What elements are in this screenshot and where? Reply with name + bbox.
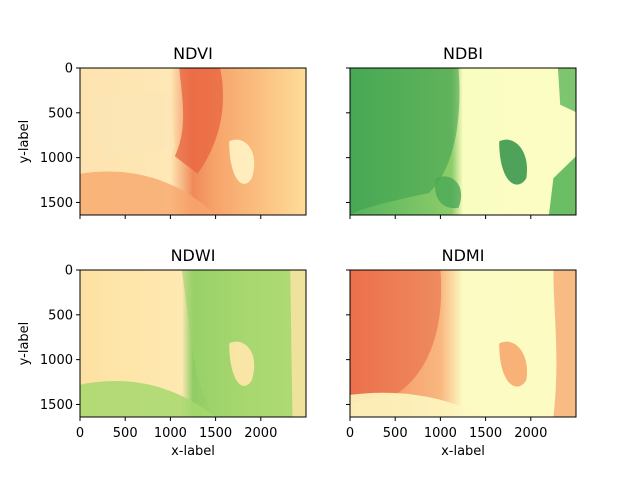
- ndwi-ytick-label-2: 1000: [40, 353, 73, 368]
- ndmi-texture-3: [350, 392, 486, 417]
- ndwi-ytick-label-3: 1500: [40, 398, 73, 413]
- ndvi-ytick-label-0: 0: [65, 62, 73, 77]
- ndwi-axes-frame: [79, 269, 307, 418]
- ndmi-xtick-label-1: 500: [383, 426, 408, 441]
- ndvi-texture-3: [91, 90, 175, 157]
- ndwi-ytick-label-0: 0: [65, 264, 73, 279]
- ndmi-xlabel: x-label: [441, 444, 485, 459]
- ndmi-texture-0: [350, 270, 442, 403]
- ndvi-texture-1: [80, 171, 216, 215]
- ndwi-xtick-label-3: 1500: [199, 426, 232, 441]
- subplot-ndvi: NDVI 0 500 1000 1500 y-label: [17, 44, 307, 219]
- ndvi-ytick-label-3: 1500: [40, 196, 73, 211]
- ndvi-ytick-label-2: 1000: [40, 151, 73, 166]
- ndmi-image: [350, 270, 576, 417]
- ndmi-xtick-label-4: 2000: [514, 426, 547, 441]
- ndbi-axes-frame: [349, 67, 577, 216]
- ndwi-texture-3: [290, 270, 306, 417]
- ndwi-texture-2: [229, 341, 255, 386]
- ndmi-xtick-label-3: 1500: [469, 426, 502, 441]
- ndwi-xtick-label-2: 1000: [154, 426, 187, 441]
- ndmi-xtick-label-0: 0: [346, 426, 354, 441]
- ndbi-texture-2: [548, 156, 576, 215]
- ndmi-xtick-label-2: 1000: [424, 426, 457, 441]
- ndwi-xtick-label-0: 0: [76, 426, 84, 441]
- ndwi-ylabel: y-label: [17, 322, 32, 366]
- ndwi-xtick-label-1: 500: [113, 426, 138, 441]
- ndvi-texture-0: [174, 68, 224, 174]
- ndbi-texture-1: [499, 139, 528, 185]
- ndmi-title: NDMI: [442, 246, 485, 265]
- ndvi-ytick-label-1: 500: [48, 106, 73, 121]
- ndwi-xlabel: x-label: [171, 444, 215, 459]
- ndwi-ytick-label-1: 500: [48, 308, 73, 323]
- ndbi-texture-3: [557, 68, 576, 113]
- ndwi-texture-1: [80, 380, 216, 417]
- ndmi-texture-1: [499, 341, 528, 387]
- ndwi-texture-0: [181, 270, 306, 417]
- ndmi-texture-2: [553, 270, 576, 417]
- subplot-ndbi: NDBI: [346, 44, 577, 219]
- ndvi-ylabel: y-label: [17, 120, 32, 164]
- ndmi-axes-frame: [349, 269, 577, 418]
- ndwi-title: NDWI: [171, 246, 216, 265]
- ndvi-title: NDVI: [173, 44, 213, 63]
- ndbi-texture-0: [350, 68, 460, 215]
- ndbi-texture-4: [435, 176, 462, 209]
- ndwi-xtick-label-4: 2000: [244, 426, 277, 441]
- subplot-ndmi: NDMI 0 500 1000 1500 2000 x-label: [346, 246, 577, 459]
- ndvi-texture-2: [229, 139, 255, 184]
- ndvi-axes-frame: [79, 67, 307, 216]
- ndbi-title: NDBI: [443, 44, 483, 63]
